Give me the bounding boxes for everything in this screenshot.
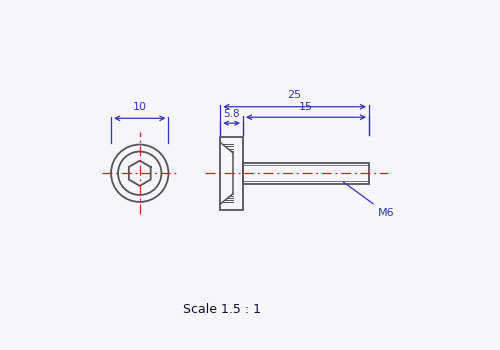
Text: M6: M6	[343, 182, 394, 218]
Text: 15: 15	[299, 102, 313, 112]
Text: 5.8: 5.8	[224, 109, 240, 119]
Bar	[243, 163, 369, 184]
Bar	[220, 136, 243, 210]
Text: 25: 25	[288, 90, 302, 100]
Text: Scale 1.5 : 1: Scale 1.5 : 1	[183, 303, 261, 316]
Text: 10: 10	[133, 102, 147, 112]
